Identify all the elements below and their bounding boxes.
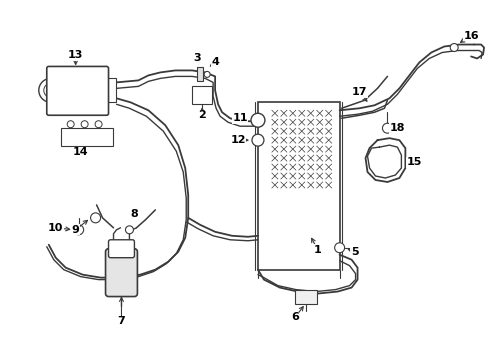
Circle shape — [95, 121, 102, 128]
Text: 1: 1 — [313, 245, 321, 255]
Text: 15: 15 — [406, 157, 421, 167]
Text: 4: 4 — [211, 58, 219, 67]
Text: 7: 7 — [117, 316, 125, 327]
Text: 12: 12 — [230, 135, 245, 145]
Circle shape — [81, 121, 88, 128]
Circle shape — [67, 107, 74, 113]
Circle shape — [251, 134, 264, 146]
FancyBboxPatch shape — [47, 67, 108, 115]
Text: 16: 16 — [462, 31, 478, 41]
Bar — [197, 67, 203, 81]
Circle shape — [74, 225, 83, 235]
Text: 13: 13 — [68, 50, 83, 60]
Circle shape — [92, 107, 99, 113]
Text: 10: 10 — [48, 223, 63, 233]
FancyBboxPatch shape — [105, 249, 137, 297]
Text: 3: 3 — [193, 54, 201, 63]
Circle shape — [203, 71, 210, 77]
Bar — [192, 86, 212, 104]
Circle shape — [39, 78, 62, 102]
Text: 8: 8 — [130, 209, 138, 219]
Text: 14: 14 — [73, 147, 88, 157]
Text: 9: 9 — [72, 225, 80, 235]
Bar — [61, 128, 112, 146]
Circle shape — [382, 123, 392, 133]
Bar — [294, 289, 316, 303]
Bar — [106, 78, 116, 102]
Text: 18: 18 — [389, 123, 405, 133]
Text: 5: 5 — [350, 247, 358, 257]
Circle shape — [67, 121, 74, 128]
Circle shape — [44, 84, 58, 97]
Circle shape — [449, 44, 457, 51]
Circle shape — [250, 113, 264, 127]
Text: 2: 2 — [198, 110, 205, 120]
FancyBboxPatch shape — [108, 240, 134, 258]
Text: 6: 6 — [290, 312, 298, 323]
Bar — [258, 102, 339, 270]
Text: 11: 11 — [232, 113, 247, 123]
Circle shape — [92, 69, 99, 75]
Circle shape — [334, 243, 344, 253]
Circle shape — [67, 69, 74, 75]
Circle shape — [125, 226, 133, 234]
Circle shape — [90, 213, 101, 223]
Text: 17: 17 — [351, 87, 366, 97]
